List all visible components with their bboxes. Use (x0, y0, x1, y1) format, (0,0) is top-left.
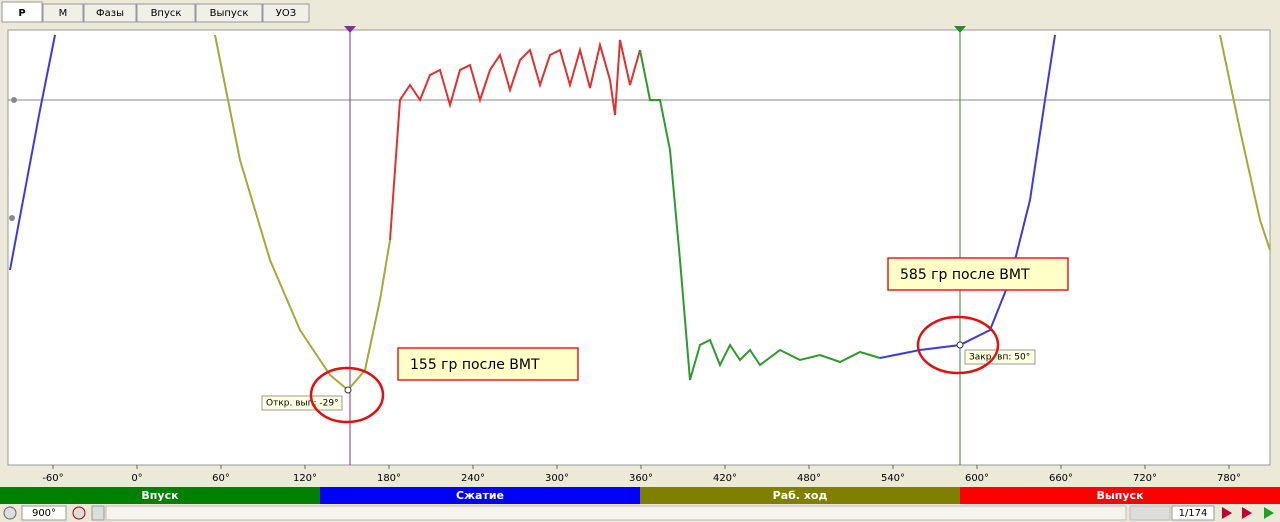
phase-label: Сжатие (456, 489, 504, 502)
phase-label: Выпуск (1096, 489, 1144, 502)
x-tick-label: 240° (461, 473, 485, 484)
phase (640, 487, 960, 504)
cursor-handle (344, 26, 356, 33)
frame-counter: 1/174 (1179, 508, 1208, 519)
tab[interactable] (83, 3, 137, 23)
x-tick-label: 600° (965, 473, 989, 484)
x-tick-label: 60° (212, 473, 230, 484)
marker (9, 215, 15, 221)
x-tick-label: -60° (42, 473, 63, 484)
highlight (309, 366, 385, 424)
curve-power (639, 49, 881, 381)
scroll-left[interactable] (91, 505, 105, 521)
cursor-label: Закр. вп: 50° (969, 353, 1030, 363)
tab[interactable] (1, 1, 43, 23)
nav-buttons[interactable] (1129, 505, 1171, 521)
scrollbar[interactable] (105, 505, 1127, 521)
annotation-box (397, 347, 579, 381)
tab-bar: Р М Фазы Впуск Выпуск УОЗ (1, 1, 310, 23)
curve (9, 34, 1271, 392)
play[interactable] (1264, 507, 1274, 519)
x-tick-label: 360° (629, 473, 653, 484)
curve-compression (389, 39, 641, 241)
annotation: 585 гр после ВМТ (900, 267, 1030, 283)
zoom-value: 900° (32, 508, 56, 519)
phase (320, 487, 640, 504)
last[interactable] (1242, 507, 1252, 519)
x-tick-label: 480° (797, 473, 821, 484)
tab-label: Выпуск (210, 8, 249, 19)
frame-box (1171, 505, 1215, 521)
x-tick-label: 780° (1217, 473, 1241, 484)
annotation-box (887, 257, 1069, 291)
tab-label: УОЗ (276, 8, 296, 19)
marker (11, 97, 17, 103)
cursor-label-box (261, 395, 343, 411)
x-tick-label: 0° (131, 473, 142, 484)
tab-label: М (59, 8, 68, 19)
x-tick-label: 420° (713, 473, 737, 484)
x-tick-label: 180° (377, 473, 401, 484)
next[interactable] (1222, 507, 1232, 519)
annotation: 155 гр после ВМТ (410, 357, 540, 373)
tab[interactable] (262, 3, 310, 23)
tab-label: Впуск (151, 8, 182, 19)
x-tick-label: 120° (293, 473, 317, 484)
plot-area (7, 29, 1271, 466)
zoom-out[interactable] (3, 506, 17, 520)
tab[interactable] (195, 3, 263, 23)
curve-exhaust (879, 34, 1056, 359)
x-tick-label: 540° (881, 473, 905, 484)
curve-intake (214, 34, 391, 392)
phase-label: Раб. ход (773, 489, 828, 502)
phase (0, 487, 320, 504)
cursor-label-box (964, 349, 1036, 365)
phase-label: Впуск (141, 489, 179, 502)
cursor-label: Откр. вып: -29° (266, 399, 339, 409)
phase-bar: Впуск Сжатие Раб. ход Выпуск (0, 487, 1280, 504)
zoom-box (21, 505, 67, 521)
cursor-point (344, 386, 352, 394)
cursor-handle (954, 26, 966, 33)
tab[interactable] (136, 3, 196, 23)
x-tick-label: 660° (1049, 473, 1073, 484)
tab-label: Р (18, 8, 25, 19)
tab[interactable] (42, 3, 84, 23)
x-tick-label: 300° (545, 473, 569, 484)
zoom-in[interactable] (72, 506, 86, 520)
x-axis: -60° 0° 60° 120° 180° 240° 300° 360° 420° 480° 540… (42, 465, 1241, 484)
cursor-point (956, 341, 964, 349)
tab-label: Фазы (96, 8, 124, 19)
curve-exhaust (9, 34, 56, 271)
phase (960, 487, 1280, 504)
x-tick-label: 720° (1133, 473, 1157, 484)
highlight (916, 315, 1000, 375)
curve-intake (1219, 34, 1271, 251)
